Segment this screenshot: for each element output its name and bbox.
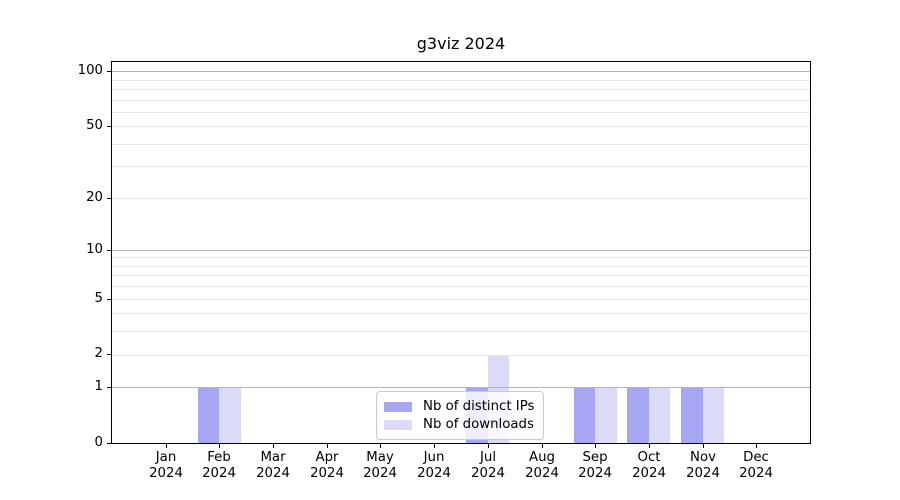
minor-gridline-90: [112, 79, 810, 81]
minor-gridline-8: [112, 265, 810, 267]
x-tick-label-may: May 2024: [363, 450, 397, 481]
bar-nb-of-distinct-ips-oct: [627, 387, 649, 443]
x-tick-jun: [434, 444, 435, 448]
y-tick-label-50: 50: [86, 118, 103, 133]
minor-gridline-9: [112, 257, 810, 259]
minor-gridline-50: [112, 126, 810, 128]
major-gridline-100: [112, 71, 810, 72]
x-tick-aug: [542, 444, 543, 448]
x-tick-label-jun: Jun 2024: [417, 450, 451, 481]
minor-gridline-5: [112, 298, 810, 300]
y-tick-2: [107, 354, 111, 355]
x-tick-label-nov: Nov 2024: [686, 450, 720, 481]
x-tick-label-dec: Dec 2024: [739, 450, 773, 481]
x-tick-dec: [756, 444, 757, 448]
x-tick-sep: [595, 444, 596, 448]
plot-area: Nb of distinct IPs Nb of downloads: [111, 61, 811, 444]
x-tick-jan: [166, 444, 167, 448]
x-tick-apr: [327, 444, 328, 448]
legend-item-downloads: Nb of downloads: [384, 416, 534, 433]
legend-label-downloads: Nb of downloads: [423, 417, 534, 432]
x-tick-label-sep: Sep 2024: [578, 450, 612, 481]
x-tick-label-feb: Feb 2024: [202, 450, 236, 481]
y-tick-5: [107, 299, 111, 300]
bar-nb-of-distinct-ips-nov: [681, 387, 703, 443]
bar-nb-of-distinct-ips-sep: [573, 387, 596, 443]
major-gridline-10: [112, 249, 810, 251]
x-tick-label-mar: Mar 2024: [256, 450, 290, 481]
y-tick-label-20: 20: [86, 190, 103, 205]
y-tick-label-0: 0: [94, 435, 103, 450]
legend-item-distinct-ips: Nb of distinct IPs: [384, 398, 534, 415]
minor-gridline-7: [112, 275, 810, 277]
minor-gridline-4: [112, 313, 810, 315]
y-tick-label-5: 5: [94, 291, 103, 306]
x-tick-may: [380, 444, 381, 448]
x-tick-nov: [703, 444, 704, 448]
y-tick-20: [107, 198, 111, 199]
y-tick-50: [107, 126, 111, 127]
minor-gridline-60: [112, 111, 810, 113]
minor-gridline-6: [112, 286, 810, 288]
x-tick-label-oct: Oct 2024: [632, 450, 666, 481]
minor-gridline-80: [112, 88, 810, 90]
x-tick-label-jul: Jul 2024: [471, 450, 505, 481]
legend-label-distinct-ips: Nb of distinct IPs: [423, 399, 535, 414]
y-tick-label-10: 10: [86, 242, 103, 257]
x-tick-feb: [219, 444, 220, 448]
bar-nb-of-downloads-oct: [648, 387, 671, 443]
y-tick-100: [107, 71, 111, 72]
minor-gridline-2: [112, 354, 810, 356]
legend-swatch-downloads: [384, 419, 412, 430]
x-tick-oct: [649, 444, 650, 448]
minor-gridline-30: [112, 166, 810, 168]
chart-title: g3viz 2024: [416, 34, 506, 53]
legend-swatch-distinct-ips: [384, 401, 412, 412]
y-tick-label-1: 1: [94, 379, 103, 394]
y-tick-1: [107, 387, 111, 388]
x-tick-mar: [273, 444, 274, 448]
minor-gridline-20: [112, 197, 810, 199]
y-tick-10: [107, 250, 111, 251]
bar-nb-of-downloads-sep: [595, 387, 617, 443]
y-tick-label-100: 100: [77, 63, 103, 78]
minor-gridline-70: [112, 99, 810, 101]
y-tick-0: [107, 443, 111, 444]
y-tick-label-2: 2: [94, 346, 103, 361]
x-tick-label-apr: Apr 2024: [310, 450, 344, 481]
minor-gridline-40: [112, 143, 810, 145]
x-tick-label-aug: Aug 2024: [525, 450, 559, 481]
bar-nb-of-downloads-nov: [702, 387, 725, 443]
x-tick-label-jan: Jan 2024: [149, 450, 183, 481]
x-tick-jul: [488, 444, 489, 448]
bar-nb-of-distinct-ips-feb: [197, 387, 220, 443]
minor-gridline-3: [112, 331, 810, 333]
bar-nb-of-downloads-feb: [219, 387, 241, 443]
legend: Nb of distinct IPs Nb of downloads: [376, 391, 545, 440]
